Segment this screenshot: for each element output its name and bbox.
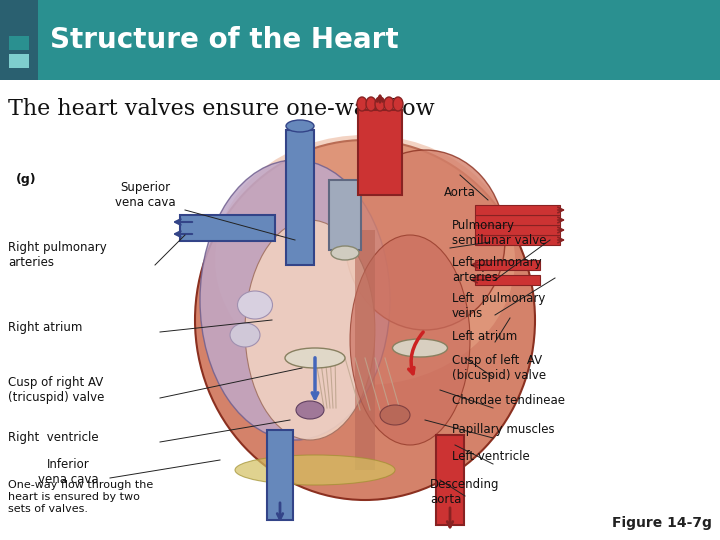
Text: Right pulmonary
arteries: Right pulmonary arteries [8,241,107,269]
Text: Descending
aorta: Descending aorta [430,478,500,506]
Text: Left ventricle: Left ventricle [452,450,530,463]
Ellipse shape [286,120,314,132]
Text: Figure 14-7g: Figure 14-7g [612,516,712,530]
Bar [358,110,402,195]
Bar [9,54,29,68]
Text: Right atrium: Right atrium [8,321,82,334]
Bar [475,225,560,235]
Bar [267,430,293,520]
Text: Structure of the Heart: Structure of the Heart [50,26,399,54]
Text: Cusp of right AV
(tricuspid) valve: Cusp of right AV (tricuspid) valve [8,376,104,404]
Text: One-way flow through the
heart is ensured by two
sets of valves.: One-way flow through the heart is ensure… [8,481,153,514]
Ellipse shape [345,150,505,330]
Ellipse shape [230,323,260,347]
Ellipse shape [200,160,390,440]
Bar [180,215,275,241]
Ellipse shape [350,235,470,445]
Text: Left pulmonary
arteries: Left pulmonary arteries [452,256,541,284]
Bar [9,36,29,50]
Bar [329,180,361,250]
Text: Right  ventricle: Right ventricle [8,431,99,444]
Text: Superior
vena cava: Superior vena cava [114,181,175,209]
Ellipse shape [366,97,376,111]
Bar [475,260,540,270]
Ellipse shape [392,339,448,357]
Ellipse shape [245,220,375,440]
Bar [9,16,29,30]
Bar [475,215,560,225]
Ellipse shape [375,97,385,111]
Text: Papillary muscles: Papillary muscles [452,423,554,436]
Ellipse shape [285,348,345,368]
Text: Left atrium: Left atrium [452,330,517,343]
Ellipse shape [393,97,403,111]
Ellipse shape [195,140,535,500]
Bar [475,205,560,215]
Text: Cusp of left  AV
(bicuspid) valve: Cusp of left AV (bicuspid) valve [452,354,546,382]
Bar [0,0,38,80]
Text: Chordae tendineae: Chordae tendineae [452,394,565,407]
Bar [355,230,375,470]
Text: Left  pulmonary
veins: Left pulmonary veins [452,292,545,320]
Text: Pulmonary
semilunar valve: Pulmonary semilunar valve [452,219,546,247]
Bar [0,0,720,80]
Bar [475,235,560,245]
Ellipse shape [235,455,395,485]
Ellipse shape [331,246,359,260]
Bar [286,130,314,265]
Ellipse shape [384,97,394,111]
Text: (g): (g) [16,173,37,186]
Text: Aorta: Aorta [444,186,476,199]
Bar [475,275,540,285]
Ellipse shape [238,291,272,319]
Ellipse shape [215,135,515,385]
Text: Inferior
vena cava: Inferior vena cava [37,458,99,486]
Bar [436,435,464,525]
Ellipse shape [296,401,324,419]
Text: The heart valves ensure one-way flow: The heart valves ensure one-way flow [8,98,435,120]
Ellipse shape [357,97,367,111]
Ellipse shape [380,405,410,425]
